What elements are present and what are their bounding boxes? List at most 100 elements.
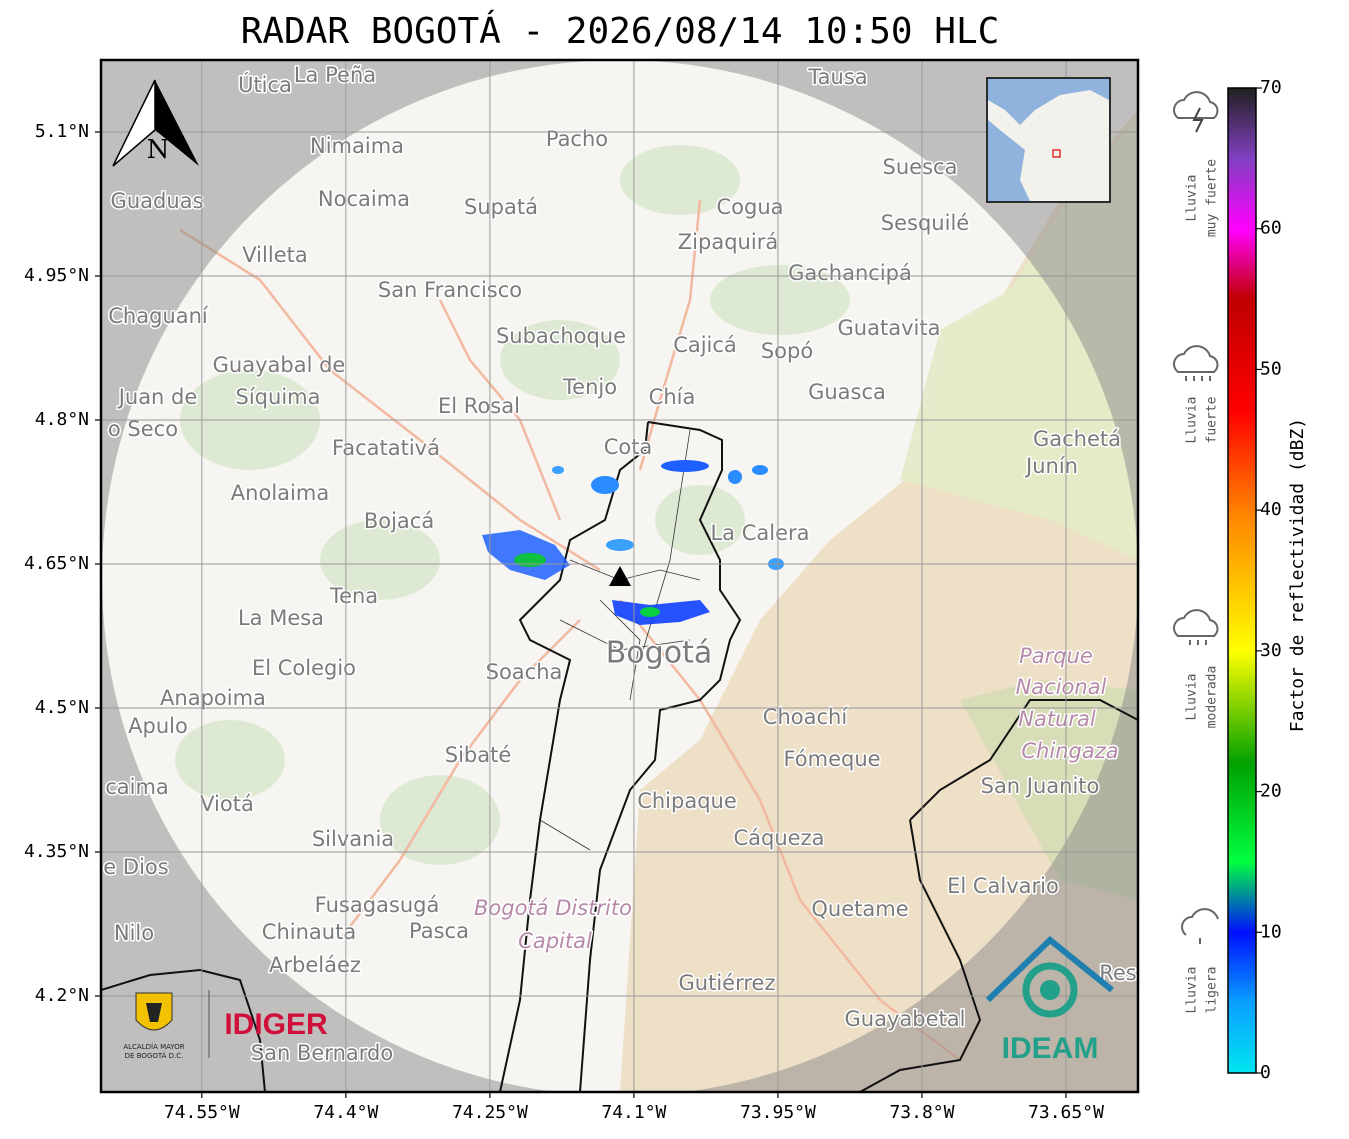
colorbar-tick-label: 30 (1260, 640, 1282, 661)
legend-label: Lluvia (1185, 674, 1200, 721)
y-tick-label: 5.1°N (35, 121, 89, 142)
radar-echoes (482, 460, 784, 625)
place-label: Viotá (200, 792, 254, 816)
place-labels: Útica La Peña Tausa Pacho Nimaima Guaduas Noca… (102, 62, 1138, 1067)
logo-text: DE BOGOTÁ D.C. (125, 1051, 184, 1060)
place-label: El Rosal (438, 394, 520, 418)
colorbar-scale (1227, 87, 1257, 1074)
colorbar-tick-label: 50 (1260, 358, 1282, 379)
place-label: Guaduas (111, 189, 204, 213)
place-label: Cáqueza (734, 826, 825, 850)
y-tick-label: 4.95°N (24, 265, 89, 286)
place-label: Cogua (716, 195, 783, 219)
colorbar-tick-label: 60 (1260, 218, 1282, 239)
legend-icons (1173, 91, 1219, 944)
x-tick-label: 73.8°W (889, 1102, 954, 1123)
legend-label: moderada (1205, 666, 1220, 729)
place-label: Guatavita (838, 316, 941, 340)
legend-label: Lluvia (1185, 397, 1200, 444)
place-label: Chía (649, 385, 696, 409)
place-label: San Juanito (981, 774, 1100, 798)
map-frame (99, 58, 1140, 1094)
place-label: Facatativá (332, 436, 440, 460)
place-label: La Mesa (238, 606, 324, 630)
place-label: El Colegio (252, 656, 356, 680)
place-label: Bojacá (364, 509, 434, 533)
place-label: Chingaza (1021, 739, 1118, 763)
place-label: La Peña (294, 63, 376, 87)
place-label: Gachancipá (788, 261, 912, 285)
x-tick-label: 74.1°W (601, 1102, 666, 1123)
place-label: Gachetá (1033, 427, 1121, 451)
colorbar-tick-label: 10 (1260, 921, 1282, 942)
place-label: Subachoque (496, 324, 626, 348)
place-label: Bogotá Distrito (474, 896, 632, 920)
map: Útica La Peña Tausa Pacho Nimaima Guaduas Noca… (101, 60, 1138, 1092)
place-label: Tena (329, 584, 378, 608)
inset-map (986, 77, 1111, 203)
x-tick-label: 73.65°W (1028, 1102, 1104, 1123)
place-label: Zipaquirá (678, 230, 778, 254)
place-label: Síquima (236, 385, 321, 409)
boundaries (101, 421, 1138, 1092)
place-label: Nilo (114, 921, 154, 945)
x-tick-label: 74.55°W (164, 1102, 240, 1123)
colorbar-tick-label: 70 (1260, 77, 1282, 98)
place-label: Sopó (761, 339, 813, 363)
place-label: Nimaima (310, 134, 404, 158)
place-label: Sibaté (445, 743, 512, 767)
place-label: Juan de (117, 385, 198, 409)
place-label: Suesca (883, 155, 958, 179)
title: RADAR BOGOTÁ - 2026/08/14 10:50 HLC (241, 10, 1000, 52)
legend-label: ligera (1205, 967, 1220, 1014)
place-label: Pacho (546, 127, 608, 151)
radar-site (609, 566, 631, 586)
place-label: El Calvario (947, 874, 1059, 898)
y-tick-label: 4.65°N (24, 553, 89, 574)
place-label: Junín (1024, 454, 1078, 478)
place-label: Cajicá (673, 333, 737, 357)
place-label: Apulo (128, 714, 188, 738)
place-label: Silvania (312, 827, 394, 851)
place-label: Cota (604, 435, 653, 459)
place-label: Guayabal de (213, 353, 346, 377)
grid (101, 60, 1138, 1092)
place-label: Anolaima (231, 481, 329, 505)
place-label: San Francisco (378, 278, 522, 302)
logo-ideam: IDEAM (985, 936, 1114, 1065)
place-label: Pasca (409, 919, 469, 943)
y-tick-label: 4.5°N (35, 697, 89, 718)
place-label: Guasca (808, 380, 886, 404)
place-label: Nacional (1016, 675, 1107, 699)
place-label: Chaguaní (108, 304, 209, 328)
logo-text: ALCALDÍA MAYOR (123, 1042, 184, 1051)
place-label: Nocaima (318, 187, 410, 211)
place-label: Sesquilé (881, 211, 969, 235)
logo-alcaldia: ALCALDÍA MAYOR DE BOGOTÁ D.C. (123, 990, 210, 1060)
place-label: Guayabetal (845, 1007, 966, 1031)
colorbar: Factor de reflectividad (dBZ) 0 10 20 30 40 5… (1227, 77, 1308, 1083)
colorbar-tick-label: 40 (1260, 499, 1282, 520)
y-tick-label: 4.35°N (24, 841, 89, 862)
place-label: Gutiérrez (679, 971, 776, 995)
place-label: Villeta (242, 243, 307, 267)
place-label: Parque (1019, 644, 1093, 668)
place-label: La Calera (710, 521, 809, 545)
logo-ideam-text: IDEAM (1002, 1032, 1099, 1065)
place-label: San Bernardo (251, 1041, 393, 1065)
colorbar-tick-label: 20 (1260, 781, 1282, 802)
x-tick-label: 74.4°W (313, 1102, 378, 1123)
place-label: Quetame (811, 897, 908, 921)
axis-ticks: 74.55°W 74.4°W 74.25°W 74.1°W 73.95°W 73.8°W 7… (24, 121, 1104, 1123)
place-label: Capital (518, 929, 592, 953)
colorbar-tick-label: 0 (1260, 1062, 1271, 1083)
place-label: Fusagasugá (315, 893, 440, 917)
place-label: Soacha (486, 660, 563, 684)
place-label: Chinauta (262, 920, 356, 944)
y-tick-label: 4.8°N (35, 409, 89, 430)
x-tick-label: 73.95°W (740, 1102, 816, 1123)
legend: Lluvia muy fuerte Lluvia fuerte Lluvia modera… (1185, 159, 1220, 1014)
roads (179, 199, 961, 1061)
legend-label: fuerte (1205, 396, 1220, 443)
place-label: e Dios (103, 855, 168, 879)
